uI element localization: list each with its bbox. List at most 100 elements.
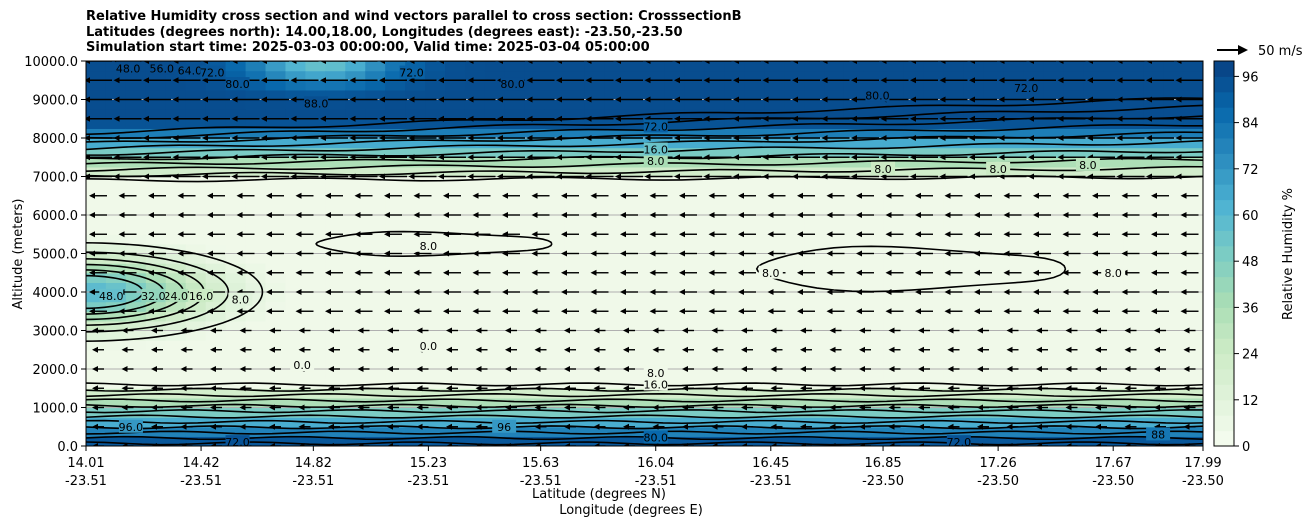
contour-label-bg bbox=[865, 88, 890, 102]
wind-arrow bbox=[1116, 96, 1145, 103]
wind-arrow bbox=[118, 308, 137, 315]
humidity-cell bbox=[644, 243, 666, 255]
humidity-cell bbox=[425, 195, 446, 206]
humidity-cell bbox=[425, 436, 446, 446]
wind-arrow bbox=[974, 269, 992, 276]
humidity-cell bbox=[883, 263, 905, 274]
wind-arrow bbox=[969, 61, 997, 64]
humidity-cell bbox=[1063, 176, 1084, 187]
wind-arrow bbox=[977, 366, 989, 372]
contour-label-bg bbox=[118, 419, 143, 433]
wind-arrow bbox=[148, 231, 166, 238]
wind-arrow bbox=[859, 404, 871, 411]
humidity-cell bbox=[704, 263, 725, 274]
humidity-cell bbox=[225, 340, 247, 351]
contour-label-bg bbox=[1075, 157, 1100, 171]
humidity-cell bbox=[445, 147, 466, 158]
wind-arrow bbox=[1175, 115, 1203, 122]
wind-arrow bbox=[1092, 192, 1110, 199]
wind-arrow bbox=[593, 327, 606, 334]
humidity-cell bbox=[983, 215, 1005, 226]
humidity-cell bbox=[1083, 330, 1104, 341]
humidity-cell bbox=[1043, 157, 1064, 168]
humidity-cell bbox=[125, 301, 147, 312]
humidity-cell bbox=[903, 320, 925, 332]
wind-arrow bbox=[328, 404, 340, 411]
x-tick-label-lat: 14.82 bbox=[295, 456, 332, 471]
humidity-cell bbox=[843, 436, 865, 446]
humidity-cell bbox=[524, 436, 546, 446]
humidity-cell bbox=[125, 388, 147, 399]
wind-arrow bbox=[180, 346, 193, 353]
humidity-cell bbox=[345, 349, 366, 360]
colorbar-band bbox=[1214, 384, 1234, 401]
x-tick-label-lon: -23.50 bbox=[977, 474, 1019, 489]
humidity-cell bbox=[205, 272, 227, 283]
humidity-cell bbox=[804, 224, 825, 235]
humidity-cell bbox=[824, 138, 845, 149]
wind-arrow bbox=[738, 250, 756, 257]
humidity-cell bbox=[684, 205, 705, 216]
humidity-cell bbox=[943, 147, 965, 158]
humidity-cell bbox=[145, 282, 167, 293]
humidity-cell bbox=[1123, 320, 1144, 332]
humidity-cell bbox=[784, 282, 805, 293]
humidity-cell bbox=[305, 80, 326, 91]
humidity-cell bbox=[1123, 224, 1144, 235]
colorbar-tick-label: 24 bbox=[1242, 348, 1259, 363]
humidity-cell bbox=[305, 186, 326, 197]
humidity-cell bbox=[225, 195, 247, 206]
wind-arrow bbox=[1180, 269, 1199, 276]
humidity-cell bbox=[385, 205, 406, 216]
contour-label-bg bbox=[290, 358, 315, 372]
humidity-cell bbox=[704, 205, 725, 216]
wind-arrow bbox=[682, 366, 694, 372]
wind-arrow bbox=[210, 327, 222, 334]
humidity-cell bbox=[86, 176, 107, 187]
humidity-cell bbox=[1123, 89, 1144, 101]
humidity-cell bbox=[664, 359, 685, 370]
humidity-cell bbox=[484, 99, 506, 110]
wind-arrow bbox=[885, 231, 904, 238]
humidity-cell bbox=[125, 186, 147, 197]
wind-arrow bbox=[379, 61, 407, 64]
humidity-cell bbox=[1123, 253, 1144, 264]
humidity-cell bbox=[804, 311, 825, 322]
humidity-cell bbox=[1123, 118, 1144, 129]
humidity-cell bbox=[265, 301, 287, 312]
humidity-cell bbox=[464, 320, 486, 332]
humidity-cell bbox=[704, 397, 725, 409]
humidity-cell bbox=[604, 99, 626, 110]
wind-arrow bbox=[939, 173, 968, 180]
wind-arrow bbox=[644, 135, 673, 141]
humidity-cell bbox=[125, 253, 147, 264]
humidity-cell bbox=[445, 186, 466, 197]
humidity-cell bbox=[1003, 369, 1025, 380]
humidity-cell bbox=[1123, 263, 1144, 274]
humidity-cell bbox=[345, 205, 366, 216]
humidity-cell bbox=[923, 340, 945, 351]
humidity-cell bbox=[544, 234, 566, 245]
humidity-cell bbox=[983, 292, 1005, 303]
wind-arrow bbox=[502, 269, 520, 276]
humidity-cell bbox=[1183, 109, 1203, 120]
wind-arrow bbox=[113, 154, 142, 161]
humidity-cell bbox=[345, 243, 366, 255]
humidity-cell bbox=[385, 118, 406, 129]
humidity-cell bbox=[644, 224, 666, 235]
humidity-cell bbox=[584, 243, 606, 255]
humidity-cell bbox=[883, 147, 905, 158]
humidity-cell bbox=[764, 80, 785, 91]
wind-arrow bbox=[290, 135, 319, 141]
humidity-cell bbox=[744, 147, 765, 158]
humidity-cell bbox=[824, 253, 845, 264]
x-tick-label-lat: 16.04 bbox=[637, 456, 674, 471]
humidity-cell bbox=[245, 89, 267, 101]
wind-arrow bbox=[1124, 423, 1137, 430]
humidity-cell bbox=[225, 61, 247, 72]
humidity-cell bbox=[724, 205, 745, 216]
wind-arrow bbox=[1154, 385, 1166, 392]
humidity-cell bbox=[724, 253, 745, 264]
humidity-cell bbox=[165, 301, 187, 312]
